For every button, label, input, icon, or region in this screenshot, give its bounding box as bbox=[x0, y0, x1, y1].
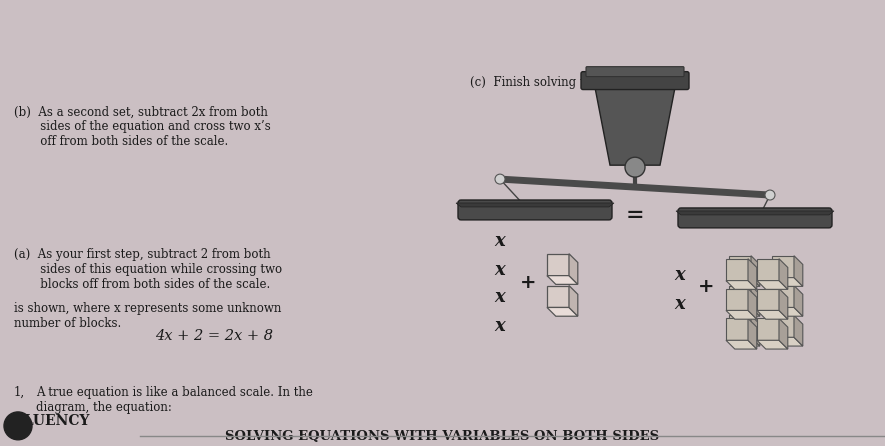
Polygon shape bbox=[729, 307, 760, 316]
Text: FLUENCY: FLUENCY bbox=[14, 414, 89, 428]
Circle shape bbox=[495, 174, 505, 184]
Polygon shape bbox=[751, 256, 760, 286]
Text: x: x bbox=[674, 296, 685, 314]
Polygon shape bbox=[757, 281, 788, 289]
Polygon shape bbox=[569, 285, 578, 316]
Polygon shape bbox=[779, 289, 788, 319]
Polygon shape bbox=[726, 259, 748, 281]
Polygon shape bbox=[726, 289, 748, 310]
Text: x: x bbox=[495, 288, 505, 306]
Text: +: + bbox=[519, 273, 536, 292]
Polygon shape bbox=[772, 285, 794, 307]
Polygon shape bbox=[729, 285, 751, 307]
Polygon shape bbox=[779, 318, 788, 349]
Polygon shape bbox=[547, 276, 578, 285]
Polygon shape bbox=[751, 315, 760, 346]
Text: (c)  Finish solving the equation.: (c) Finish solving the equation. bbox=[470, 76, 658, 89]
Polygon shape bbox=[772, 256, 794, 277]
Polygon shape bbox=[726, 318, 748, 340]
Polygon shape bbox=[757, 259, 779, 281]
Circle shape bbox=[625, 157, 645, 177]
Polygon shape bbox=[757, 310, 788, 319]
Polygon shape bbox=[751, 285, 760, 316]
FancyBboxPatch shape bbox=[678, 208, 832, 228]
Polygon shape bbox=[757, 289, 779, 310]
FancyBboxPatch shape bbox=[458, 200, 612, 220]
Text: +: + bbox=[697, 277, 714, 296]
Polygon shape bbox=[547, 285, 569, 307]
FancyBboxPatch shape bbox=[581, 72, 689, 90]
Text: x: x bbox=[495, 260, 505, 279]
Polygon shape bbox=[729, 277, 760, 286]
Text: =: = bbox=[626, 204, 644, 226]
Polygon shape bbox=[729, 315, 751, 337]
Polygon shape bbox=[547, 254, 569, 276]
Polygon shape bbox=[772, 277, 803, 286]
Text: 1,: 1, bbox=[14, 386, 25, 399]
Text: x: x bbox=[495, 232, 505, 250]
Polygon shape bbox=[547, 307, 578, 316]
Polygon shape bbox=[757, 318, 779, 340]
Polygon shape bbox=[729, 256, 751, 277]
Polygon shape bbox=[794, 256, 803, 286]
Polygon shape bbox=[794, 285, 803, 316]
Polygon shape bbox=[772, 315, 794, 337]
Polygon shape bbox=[748, 318, 757, 349]
Polygon shape bbox=[726, 310, 757, 319]
Polygon shape bbox=[729, 337, 760, 346]
Text: SOLVING EQUATIONS WITH VARIABLES ON BOTH SIDES: SOLVING EQUATIONS WITH VARIABLES ON BOTH… bbox=[225, 430, 659, 443]
Polygon shape bbox=[569, 254, 578, 285]
Circle shape bbox=[4, 412, 32, 440]
Polygon shape bbox=[726, 281, 757, 289]
Polygon shape bbox=[726, 340, 757, 349]
Polygon shape bbox=[456, 203, 614, 207]
FancyBboxPatch shape bbox=[586, 66, 684, 77]
Circle shape bbox=[765, 190, 775, 200]
Text: x: x bbox=[495, 318, 505, 335]
Text: (a)  As your first step, subtract 2 from both
       sides of this equation whil: (a) As your first step, subtract 2 from … bbox=[14, 248, 282, 291]
Text: 4x + 2 = 2x + 8: 4x + 2 = 2x + 8 bbox=[155, 329, 273, 343]
Text: (b)  As a second set, subtract 2x from both
       sides of the equation and cro: (b) As a second set, subtract 2x from bo… bbox=[14, 105, 271, 149]
Polygon shape bbox=[772, 307, 803, 316]
Polygon shape bbox=[748, 289, 757, 319]
Polygon shape bbox=[748, 259, 757, 289]
Text: x: x bbox=[674, 266, 685, 284]
Polygon shape bbox=[595, 87, 675, 165]
Text: A true equation is like a balanced scale. In the
diagram, the equation:: A true equation is like a balanced scale… bbox=[36, 386, 313, 414]
Polygon shape bbox=[779, 259, 788, 289]
Text: is shown, where x represents some unknown
number of blocks.: is shown, where x represents some unknow… bbox=[14, 302, 281, 330]
Polygon shape bbox=[757, 340, 788, 349]
Polygon shape bbox=[794, 315, 803, 346]
Polygon shape bbox=[676, 211, 834, 215]
Polygon shape bbox=[772, 337, 803, 346]
